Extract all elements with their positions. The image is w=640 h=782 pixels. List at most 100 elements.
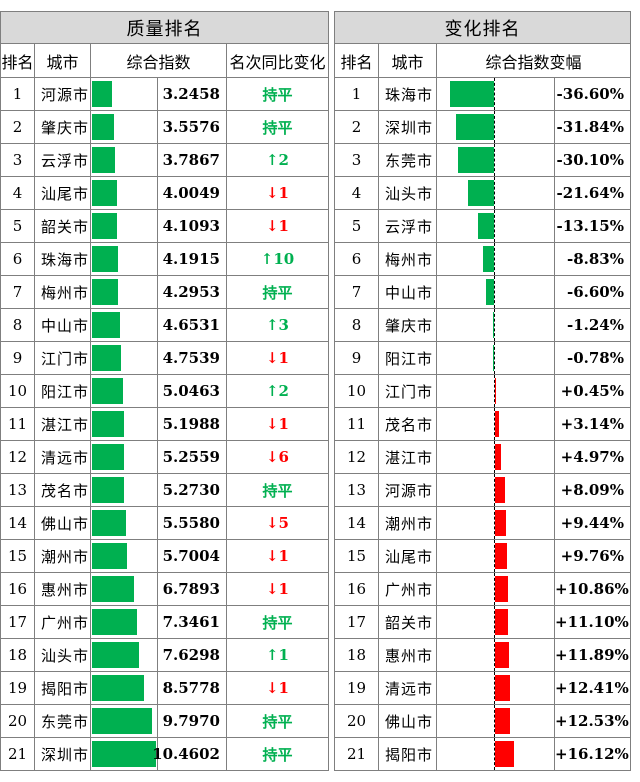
city-cell: 清远市 (34, 440, 91, 474)
change-value-cell: +0.45% (554, 374, 631, 408)
rank-cell: 1 (0, 77, 35, 111)
table-row: 12 清远市 5.2559 ↓6 (0, 440, 329, 474)
table-row: 18 汕头市 7.6298 ↑1 (0, 638, 329, 672)
zero-axis-line (494, 177, 495, 209)
index-cell: 6.7893 (90, 572, 227, 606)
rank-cell: 19 (334, 671, 379, 705)
zero-axis-line (494, 639, 495, 671)
rank-change-cell: ↑2 (226, 143, 329, 177)
change-bar (495, 642, 509, 668)
city-cell: 韶关市 (378, 605, 437, 639)
city-cell: 河源市 (378, 473, 437, 507)
table-row: 18 惠州市 +11.89% (334, 638, 631, 672)
index-cell: 7.3461 (90, 605, 227, 639)
table-row: 9 阳江市 -0.78% (334, 341, 631, 375)
city-cell: 江门市 (378, 374, 437, 408)
rank-cell: 21 (334, 737, 379, 771)
header-city: 城市 (34, 43, 91, 78)
index-value: 6.7893 (162, 580, 220, 598)
city-cell: 揭阳市 (378, 737, 437, 771)
change-value-cell: -13.15% (554, 209, 631, 243)
table-row: 15 汕尾市 +9.76% (334, 539, 631, 573)
city-cell: 珠海市 (378, 77, 437, 111)
change-value-cell: +9.44% (554, 506, 631, 540)
change-value-cell: +11.10% (554, 605, 631, 639)
rank-cell: 3 (334, 143, 379, 177)
rank-change-cell: 持平 (226, 605, 329, 639)
rank-change-cell: 持平 (226, 110, 329, 144)
table-row: 8 中山市 4.6531 ↑3 (0, 308, 329, 342)
city-cell: 汕头市 (34, 638, 91, 672)
change-bar-cell (436, 209, 555, 243)
index-cell: 5.5580 (90, 506, 227, 540)
index-bar (92, 477, 124, 503)
change-bar (495, 609, 508, 635)
zero-axis-line (494, 441, 495, 473)
index-value: 5.0463 (162, 382, 220, 400)
rank-cell: 7 (334, 275, 379, 309)
change-bar-cell (436, 605, 555, 639)
index-bar (92, 741, 156, 767)
change-bar (495, 576, 508, 602)
rank-change-cell: ↓1 (226, 407, 329, 441)
index-bar (92, 312, 120, 338)
table-row: 12 湛江市 +4.97% (334, 440, 631, 474)
table-row: 13 茂名市 5.2730 持平 (0, 473, 329, 507)
change-bar (468, 180, 494, 206)
rank-cell: 14 (334, 506, 379, 540)
rank-cell: 21 (0, 737, 35, 771)
table-row: 19 清远市 +12.41% (334, 671, 631, 705)
index-bar (92, 609, 137, 635)
index-value: 5.7004 (162, 547, 220, 565)
change-bar-cell (436, 473, 555, 507)
rank-change-cell: ↓1 (226, 539, 329, 573)
rank-cell: 12 (334, 440, 379, 474)
index-bar (92, 642, 139, 668)
city-cell: 中山市 (378, 275, 437, 309)
change-value-cell: +9.76% (554, 539, 631, 573)
index-value: 7.3461 (162, 613, 220, 631)
change-bar (495, 411, 499, 437)
index-value: 4.6531 (162, 316, 220, 334)
change-bar (495, 510, 506, 536)
rank-cell: 4 (0, 176, 35, 210)
table-row: 16 惠州市 6.7893 ↓1 (0, 572, 329, 606)
rank-change-cell: ↓1 (226, 671, 329, 705)
city-cell: 深圳市 (378, 110, 437, 144)
change-value-cell: -6.60% (554, 275, 631, 309)
index-value: 7.6298 (162, 646, 220, 664)
table-row: 10 江门市 +0.45% (334, 374, 631, 408)
table-row: 21 深圳市 10.4602 持平 (0, 737, 329, 771)
city-cell: 肇庆市 (378, 308, 437, 342)
change-bar-cell (436, 242, 555, 276)
city-cell: 清远市 (378, 671, 437, 705)
index-value: 4.0049 (162, 184, 220, 202)
zero-axis-line (494, 111, 495, 143)
zero-axis-line (494, 78, 495, 110)
index-cell: 7.6298 (90, 638, 227, 672)
rank-change-cell: ↑3 (226, 308, 329, 342)
rank-cell: 16 (0, 572, 35, 606)
table-row: 2 深圳市 -31.84% (334, 110, 631, 144)
rank-cell: 17 (334, 605, 379, 639)
rank-cell: 15 (334, 539, 379, 573)
city-cell: 惠州市 (34, 572, 91, 606)
rank-cell: 6 (334, 242, 379, 276)
index-cell: 4.6531 (90, 308, 227, 342)
index-cell: 8.5778 (90, 671, 227, 705)
city-cell: 湛江市 (34, 407, 91, 441)
change-value-cell: +11.89% (554, 638, 631, 672)
rank-cell: 11 (0, 407, 35, 441)
rank-cell: 2 (0, 110, 35, 144)
change-bar (495, 675, 510, 701)
quality-ranking-table: 质量排名 排名 城市 综合指数 名次同比变化 1 河源市 3.2458 持平 2 肇庆市 3… (0, 11, 329, 771)
rank-change-cell: 持平 (226, 77, 329, 111)
change-value-cell: +10.86% (554, 572, 631, 606)
index-cell: 3.7867 (90, 143, 227, 177)
city-cell: 揭阳市 (34, 671, 91, 705)
rank-cell: 16 (334, 572, 379, 606)
change-bar-cell (436, 374, 555, 408)
city-cell: 梅州市 (34, 275, 91, 309)
change-bar-cell (436, 539, 555, 573)
change-value-cell: -30.10% (554, 143, 631, 177)
